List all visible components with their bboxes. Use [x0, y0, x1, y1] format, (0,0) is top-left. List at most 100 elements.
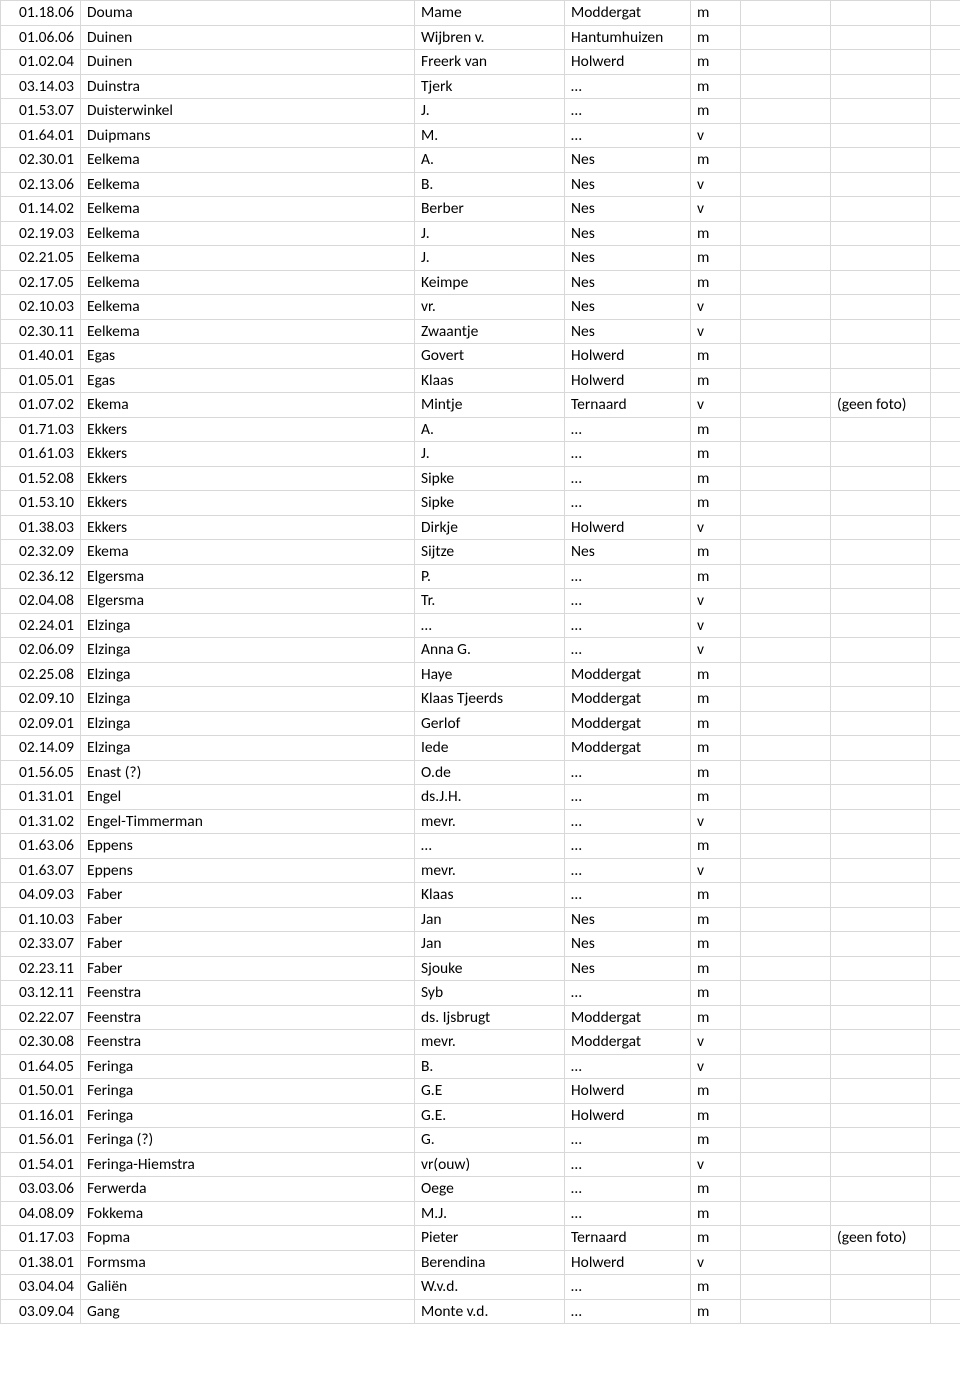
- table-row: 03.03.06FerwerdaOege…m: [1, 1177, 960, 1202]
- cell-place: …: [565, 466, 691, 491]
- cell-code: 03.14.03: [1, 74, 81, 99]
- cell-spacer: [741, 148, 831, 173]
- cell-note: [831, 1128, 931, 1153]
- cell-note: [831, 442, 931, 467]
- cell-gender: m: [691, 883, 741, 908]
- cell-surname: Engel: [81, 785, 415, 810]
- table-row: 02.06.09ElzingaAnna G.…v: [1, 638, 960, 663]
- cell-note: [831, 1079, 931, 1104]
- cell-spacer: [741, 932, 831, 957]
- cell-note: [831, 760, 931, 785]
- cell-surname: Ekkers: [81, 417, 415, 442]
- table-row: 01.64.01DuipmansM.…v: [1, 123, 960, 148]
- cell-end: [931, 442, 960, 467]
- cell-code: 01.05.01: [1, 368, 81, 393]
- cell-note: [831, 785, 931, 810]
- cell-spacer: [741, 393, 831, 418]
- cell-place: …: [565, 1177, 691, 1202]
- cell-spacer: [741, 1128, 831, 1153]
- cell-name: J.: [415, 442, 565, 467]
- cell-name: Mame: [415, 1, 565, 26]
- cell-end: [931, 589, 960, 614]
- cell-spacer: [741, 1226, 831, 1251]
- cell-end: [931, 662, 960, 687]
- table-row: 02.13.06EelkemaB.Nesv: [1, 172, 960, 197]
- cell-spacer: [741, 1030, 831, 1055]
- cell-end: [931, 99, 960, 124]
- table-row: 01.61.03EkkersJ.…m: [1, 442, 960, 467]
- cell-code: 02.22.07: [1, 1005, 81, 1030]
- cell-surname: Ekema: [81, 393, 415, 418]
- cell-code: 01.18.06: [1, 1, 81, 26]
- cell-name: Monte v.d.: [415, 1299, 565, 1324]
- cell-note: (geen foto): [831, 393, 931, 418]
- cell-spacer: [741, 1079, 831, 1104]
- cell-name: vr(ouw): [415, 1152, 565, 1177]
- cell-end: [931, 613, 960, 638]
- cell-name: Mintje: [415, 393, 565, 418]
- cell-gender: m: [691, 148, 741, 173]
- cell-end: [931, 393, 960, 418]
- cell-spacer: [741, 883, 831, 908]
- cell-spacer: [741, 785, 831, 810]
- cell-surname: Elzinga: [81, 662, 415, 687]
- table-row: 01.40.01EgasGovertHolwerdm: [1, 344, 960, 369]
- cell-name: Wijbren v.: [415, 25, 565, 50]
- cell-name: Sijtze: [415, 540, 565, 565]
- cell-name: Iede: [415, 736, 565, 761]
- cell-place: …: [565, 1054, 691, 1079]
- cell-end: [931, 50, 960, 75]
- cell-note: [831, 319, 931, 344]
- table-row: 02.30.11EelkemaZwaantjeNesv: [1, 319, 960, 344]
- cell-code: 02.10.03: [1, 295, 81, 320]
- cell-place: Holwerd: [565, 344, 691, 369]
- cell-code: 01.06.06: [1, 25, 81, 50]
- table-row: 01.63.07Eppensmevr.…v: [1, 858, 960, 883]
- cell-note: [831, 270, 931, 295]
- table-row: 01.31.02Engel-Timmermanmevr.…v: [1, 809, 960, 834]
- cell-code: 04.08.09: [1, 1201, 81, 1226]
- table-row: 04.08.09FokkemaM.J.…m: [1, 1201, 960, 1226]
- cell-end: [931, 834, 960, 859]
- cell-code: 02.30.11: [1, 319, 81, 344]
- cell-end: [931, 760, 960, 785]
- cell-gender: m: [691, 50, 741, 75]
- table-row: 01.18.06DoumaMameModdergatm: [1, 1, 960, 26]
- cell-code: 01.31.01: [1, 785, 81, 810]
- cell-code: 01.16.01: [1, 1103, 81, 1128]
- cell-note: [831, 711, 931, 736]
- table-row: 03.04.04GaliënW.v.d.…m: [1, 1275, 960, 1300]
- cell-surname: Eelkema: [81, 270, 415, 295]
- cell-spacer: [741, 1103, 831, 1128]
- cell-spacer: [741, 344, 831, 369]
- cell-surname: Ekkers: [81, 442, 415, 467]
- cell-surname: Feringa-Hiemstra: [81, 1152, 415, 1177]
- table-row: 02.19.03EelkemaJ.Nesm: [1, 221, 960, 246]
- cell-name: A.: [415, 148, 565, 173]
- cell-spacer: [741, 295, 831, 320]
- cell-note: [831, 564, 931, 589]
- cell-place: Moddergat: [565, 1, 691, 26]
- cell-name: Oege: [415, 1177, 565, 1202]
- table-row: 02.17.05EelkemaKeimpeNesm: [1, 270, 960, 295]
- cell-place: …: [565, 858, 691, 883]
- cell-code: 02.36.12: [1, 564, 81, 589]
- table-row: 01.38.03EkkersDirkjeHolwerdv: [1, 515, 960, 540]
- cell-gender: v: [691, 638, 741, 663]
- cell-surname: Formsma: [81, 1250, 415, 1275]
- cell-place: …: [565, 1201, 691, 1226]
- cell-end: [931, 246, 960, 271]
- table-row: 02.14.09ElzingaIedeModdergatm: [1, 736, 960, 761]
- cell-name: Klaas Tjeerds: [415, 687, 565, 712]
- cell-code: 01.71.03: [1, 417, 81, 442]
- cell-note: [831, 736, 931, 761]
- cell-gender: m: [691, 736, 741, 761]
- cell-gender: v: [691, 858, 741, 883]
- cell-end: [931, 1299, 960, 1324]
- cell-gender: m: [691, 711, 741, 736]
- cell-place: Nes: [565, 956, 691, 981]
- cell-code: 01.56.05: [1, 760, 81, 785]
- cell-note: [831, 1299, 931, 1324]
- cell-name: G.E: [415, 1079, 565, 1104]
- table-row: 01.71.03EkkersA.…m: [1, 417, 960, 442]
